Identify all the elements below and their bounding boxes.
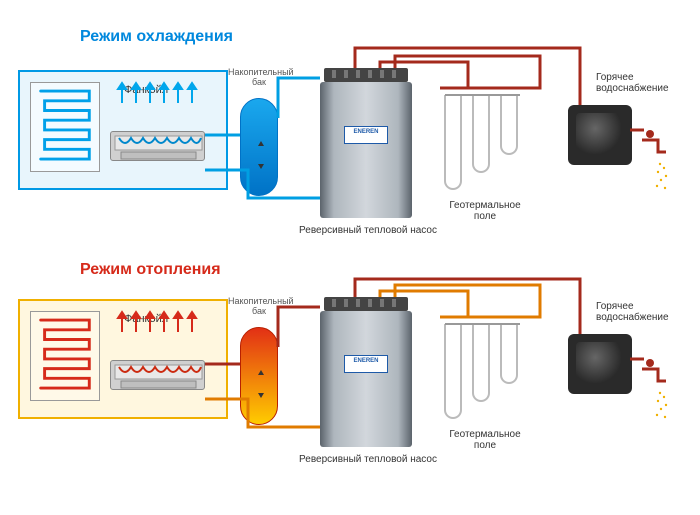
- heating-pipes-icon: [0, 255, 700, 515]
- heating-diagram: Режим отопления Фанкойл Накопит: [0, 255, 700, 515]
- cooling-pipes-icon: [0, 0, 700, 255]
- cooling-diagram: Режим охлаждения Фанкойл Накопи: [0, 0, 700, 255]
